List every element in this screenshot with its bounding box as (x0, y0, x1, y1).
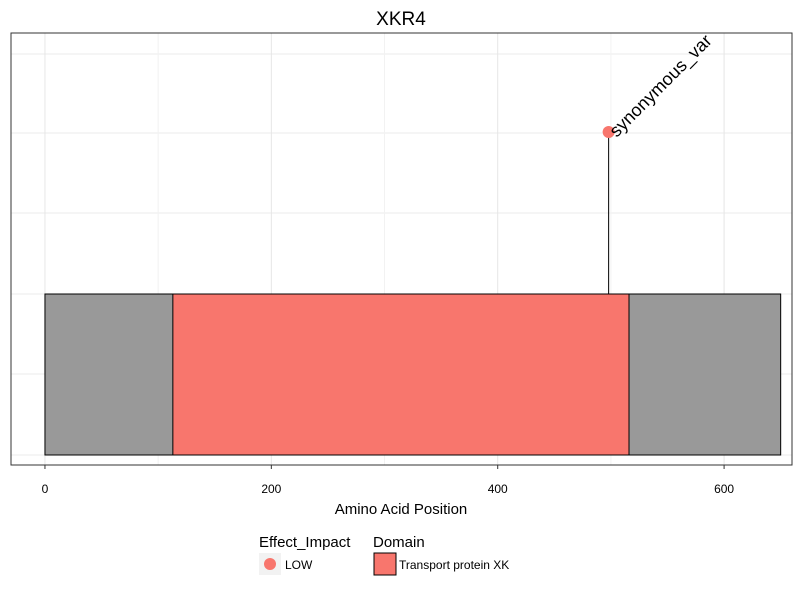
x-axis-title: Amino Acid Position (335, 501, 468, 518)
legend-key-fill (373, 552, 397, 576)
legend-title: Effect_Impact (259, 534, 351, 551)
domain-bar (172, 293, 630, 456)
mutation-point (602, 126, 615, 138)
legend: Effect_Impact LOW Domain Transport protein … (259, 534, 509, 576)
x-axis: 0 200 400 600 (42, 465, 734, 496)
legend-key-point (264, 558, 276, 570)
legend-group: Effect_Impact LOW (259, 534, 351, 575)
legend-group: Domain Transport protein XK (373, 534, 509, 576)
legend-title: Domain (373, 534, 425, 551)
legend-label: Transport protein XK (399, 558, 509, 572)
x-tick-label: 400 (488, 482, 508, 496)
protein-track (44, 293, 782, 456)
x-tick-label: 600 (714, 482, 734, 496)
x-tick-label: 200 (261, 482, 281, 496)
chart-title: XKR4 (376, 9, 426, 30)
x-tick-label: 0 (42, 482, 49, 496)
legend-label: LOW (285, 558, 313, 572)
panel-border (10, 32, 793, 466)
